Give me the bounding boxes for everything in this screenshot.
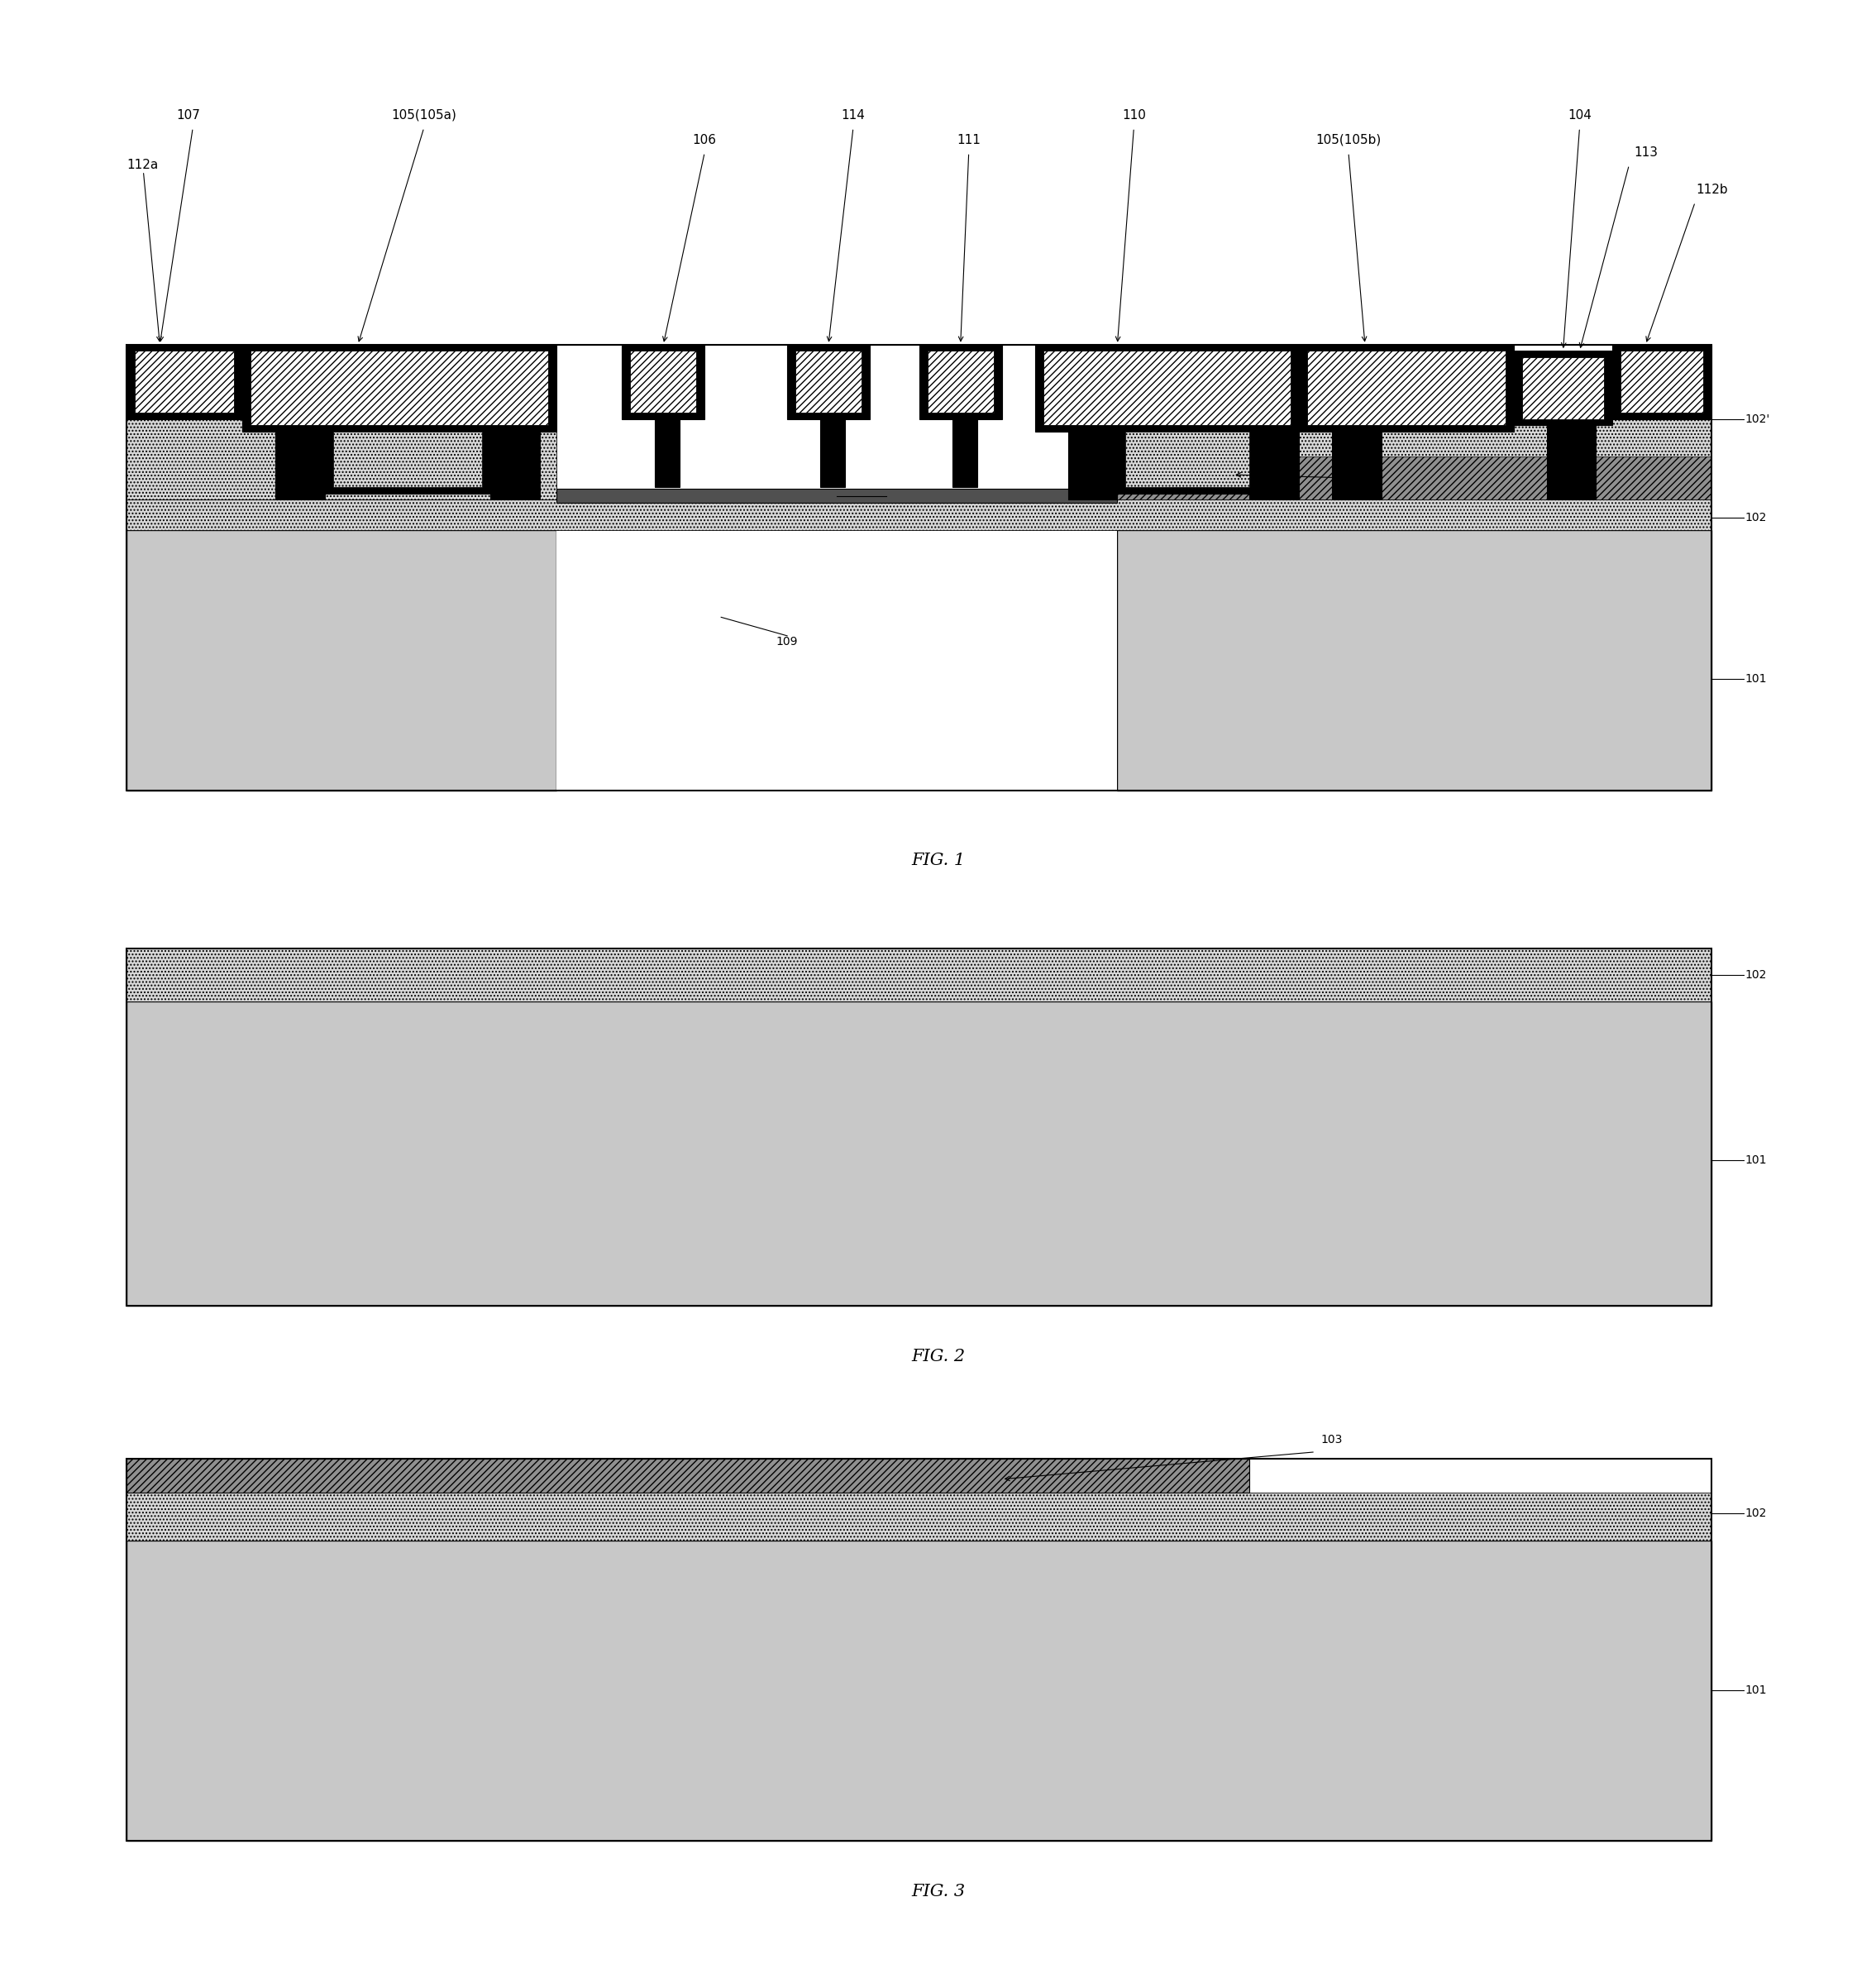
Text: 110: 110 (1122, 109, 1146, 121)
Bar (128, 345, 242, 418)
Text: 103: 103 (1321, 1434, 1343, 1446)
Bar (1067, 424, 1118, 500)
Text: 108: 108 (885, 490, 908, 502)
Text: FIG. 1: FIG. 1 (912, 853, 964, 869)
Bar (128, 531, 555, 791)
Bar (1249, 424, 1298, 500)
Bar (251, 351, 548, 424)
Bar (1332, 424, 1381, 500)
Bar (128, 1001, 1711, 1305)
Bar (1118, 424, 1257, 494)
Bar (555, 506, 1118, 791)
Bar (623, 345, 705, 418)
Bar (927, 351, 994, 412)
Bar (1118, 418, 1711, 500)
Bar (128, 1459, 1249, 1493)
Bar (1621, 351, 1703, 412)
Bar (1118, 456, 1711, 500)
Text: 101: 101 (1745, 1154, 1767, 1166)
Text: 105(105a): 105(105a) (392, 109, 456, 121)
Text: 109: 109 (777, 637, 797, 648)
Text: FIG. 2: FIG. 2 (912, 1348, 964, 1364)
Bar (128, 1493, 1711, 1541)
Bar (128, 948, 1711, 1001)
Text: 103: 103 (1366, 476, 1386, 486)
Text: 106: 106 (692, 133, 717, 147)
Bar (953, 418, 977, 488)
Bar (1514, 351, 1613, 424)
Text: FIG. 3: FIG. 3 (912, 1884, 964, 1900)
Text: 112b: 112b (1696, 182, 1728, 196)
Bar (655, 418, 679, 488)
Bar (1118, 531, 1711, 791)
Bar (788, 345, 870, 418)
Bar (334, 432, 482, 488)
Bar (1546, 424, 1596, 500)
Bar (1308, 351, 1505, 424)
Text: 102: 102 (1745, 512, 1767, 524)
Bar (1126, 432, 1249, 488)
Bar (242, 345, 555, 432)
Text: 107: 107 (176, 109, 201, 121)
Text: 104: 104 (1568, 109, 1591, 121)
Bar (128, 500, 1711, 531)
Bar (135, 351, 234, 412)
Bar (1613, 345, 1711, 418)
Text: 102': 102' (1745, 412, 1769, 424)
Text: 102: 102 (1745, 970, 1767, 982)
Bar (128, 418, 555, 500)
Text: 101: 101 (1745, 674, 1767, 684)
Bar (630, 351, 696, 412)
Bar (1036, 345, 1298, 432)
Bar (555, 488, 1118, 504)
Text: 112a: 112a (128, 159, 158, 171)
Bar (1298, 345, 1514, 432)
Text: 114: 114 (840, 109, 865, 121)
Bar (919, 345, 1002, 418)
Bar (490, 424, 540, 500)
Bar (128, 1541, 1711, 1840)
Bar (1043, 351, 1291, 424)
Text: 101: 101 (1745, 1686, 1767, 1695)
Bar (1521, 357, 1604, 418)
Text: 105(105b): 105(105b) (1315, 133, 1381, 147)
Text: 113: 113 (1634, 147, 1658, 159)
Bar (795, 351, 861, 412)
Bar (128, 345, 1711, 791)
Bar (128, 1459, 1711, 1840)
Bar (276, 424, 325, 500)
Text: 111: 111 (957, 133, 981, 147)
Bar (325, 424, 490, 494)
Text: 102: 102 (1745, 1507, 1767, 1519)
Bar (820, 418, 844, 488)
